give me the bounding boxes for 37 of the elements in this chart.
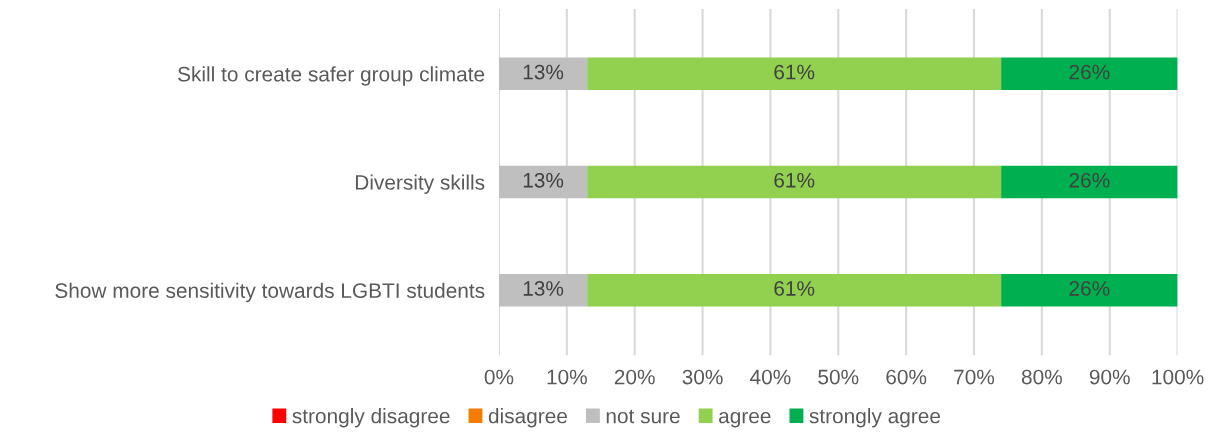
legend-label: agree xyxy=(719,411,771,428)
x-tick-label: 80% xyxy=(1021,369,1062,385)
x-tick-label: 40% xyxy=(750,369,791,385)
x-tick-label: 90% xyxy=(1089,369,1130,385)
data-label: 26% xyxy=(1069,281,1110,296)
legend-label: disagree xyxy=(488,408,567,428)
data-label: 61% xyxy=(774,64,815,80)
y-tick-label: Show more sensitivity towards LGBTI students xyxy=(55,282,485,303)
bar xyxy=(587,274,1002,307)
bar xyxy=(587,57,1002,91)
x-tick-label: 100% xyxy=(1152,369,1204,385)
x-tick-label: 60% xyxy=(886,369,927,385)
x-tick-label: 70% xyxy=(954,369,995,385)
data-label: 13% xyxy=(523,281,564,296)
legend-label: strongly disagree xyxy=(292,408,450,428)
bar xyxy=(498,165,588,199)
y-tick-label: Diversity skills xyxy=(355,174,485,194)
data-label: 13% xyxy=(523,64,564,80)
x-tick-label: 50% xyxy=(818,369,859,385)
data-label: 61% xyxy=(774,281,815,296)
bar xyxy=(1001,57,1178,91)
x-tick-label: 0% xyxy=(484,369,514,385)
legend-label: not sure xyxy=(606,409,680,424)
bar xyxy=(1001,274,1178,307)
x-tick-label: 30% xyxy=(682,369,723,385)
bar xyxy=(1001,165,1178,199)
data-label: 61% xyxy=(774,172,815,188)
bar xyxy=(587,165,1002,199)
legend-label: strongly agree xyxy=(809,408,941,428)
data-label: 26% xyxy=(1069,172,1110,188)
x-tick-label: 10% xyxy=(547,369,587,385)
data-label: 13% xyxy=(523,172,564,188)
bar xyxy=(498,274,588,307)
bar xyxy=(498,57,588,91)
y-tick-label: Skill to create safer group climate xyxy=(178,66,485,86)
x-tick-label: 20% xyxy=(614,369,655,385)
data-label: 26% xyxy=(1069,64,1110,80)
